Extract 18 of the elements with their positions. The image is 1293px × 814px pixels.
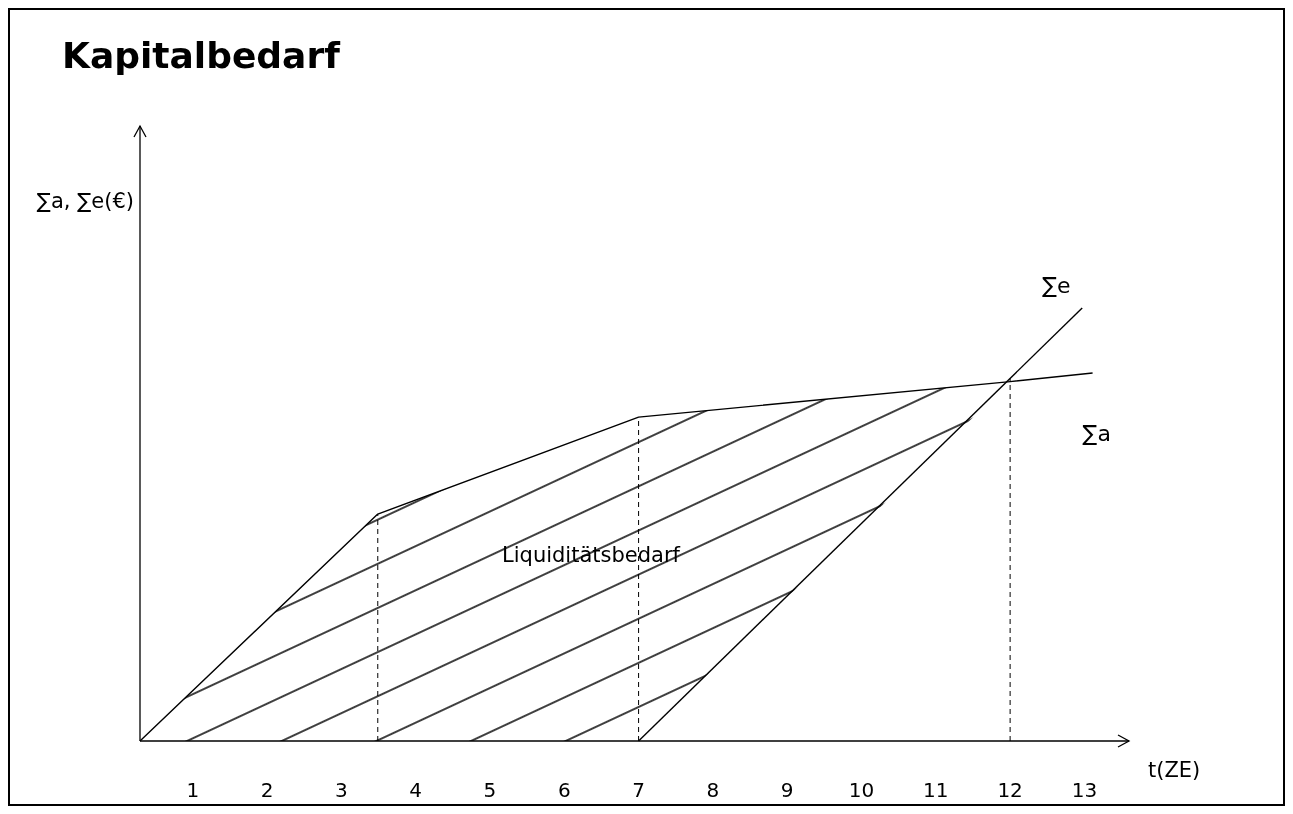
x-tick-label: 2 <box>260 778 274 802</box>
x-tick-label: 1 <box>186 778 200 802</box>
x-tick-label: 8 <box>706 778 720 802</box>
x-tick-label: 5 <box>483 778 497 802</box>
x-tick-label: 13 <box>1071 778 1098 802</box>
x-tick-label: 11 <box>923 778 949 802</box>
x-tick-label: 12 <box>997 778 1023 802</box>
y-axis-title: ∑a, ∑e(€) <box>36 189 134 213</box>
chart-title: Kapitalbedarf <box>62 35 341 76</box>
x-tick-label: 9 <box>780 778 794 802</box>
x-tick-label: 7 <box>632 778 645 802</box>
x-axis-title: t(ZE) <box>1148 758 1201 782</box>
x-tick-label: 4 <box>409 778 423 802</box>
text: ∑a <box>1082 420 1111 446</box>
x-tick-label: 3 <box>335 778 348 802</box>
x-tick-label: 6 <box>557 778 571 802</box>
x-tick-label: 10 <box>848 778 875 802</box>
series-label: ∑e <box>1042 273 1071 298</box>
